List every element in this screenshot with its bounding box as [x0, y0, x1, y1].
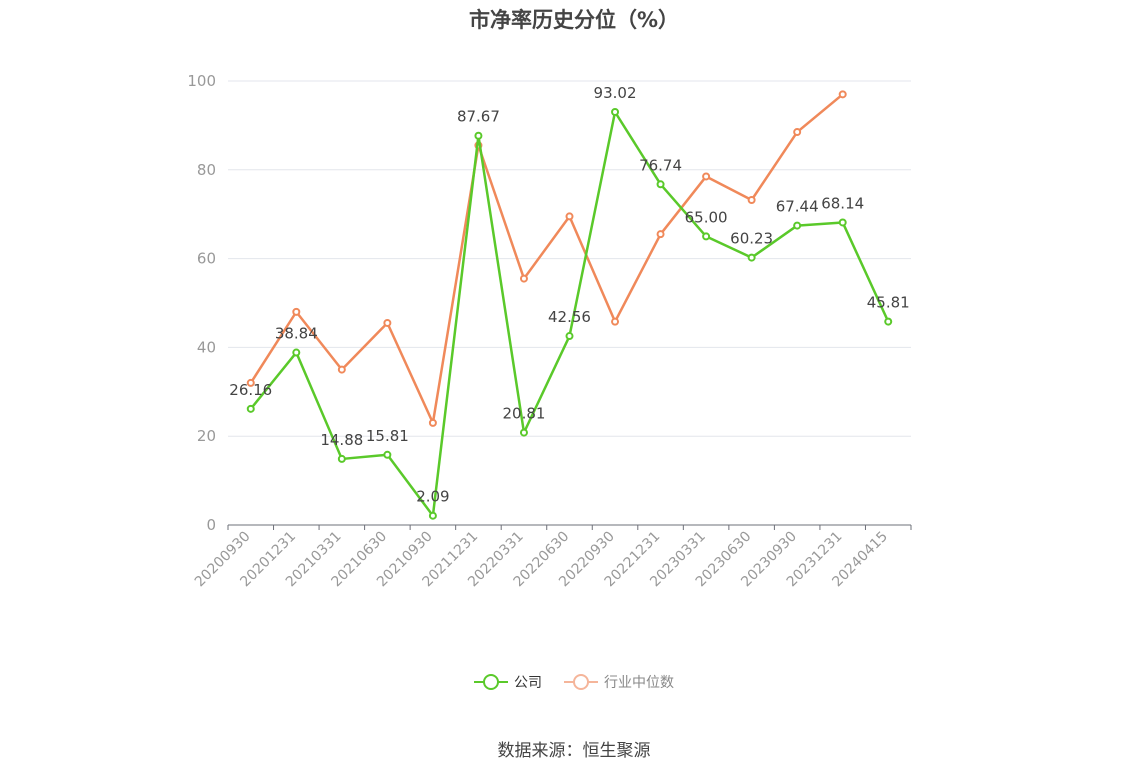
company-point — [656, 180, 665, 189]
y-tick-label: 80 — [197, 161, 216, 179]
industry-median-point — [292, 307, 301, 316]
industry-median-point — [611, 317, 620, 326]
company-data-label: 65.00 — [685, 208, 728, 226]
industry-median-point — [656, 230, 665, 239]
company-data-label: 67.44 — [776, 198, 819, 216]
industry-median-point — [428, 418, 437, 427]
legend: 公司 行业中位数 — [0, 672, 1148, 692]
company-point — [428, 511, 437, 520]
company-point — [246, 404, 255, 413]
industry-median-point — [337, 365, 346, 374]
company-point — [383, 450, 392, 459]
company-data-label: 93.02 — [594, 84, 637, 102]
y-tick-label: 0 — [206, 516, 216, 534]
company-data-label: 60.23 — [730, 230, 773, 248]
company-point — [474, 131, 483, 140]
industry-median-point — [519, 274, 528, 283]
industry-median-point — [565, 212, 574, 221]
company-point — [337, 454, 346, 463]
company-data-label: 38.84 — [275, 325, 318, 343]
company-point — [292, 348, 301, 357]
company-point — [702, 232, 711, 241]
grid-layer — [228, 80, 911, 437]
legend-industry-median-icon — [564, 674, 598, 690]
y-tick-label: 20 — [197, 427, 216, 445]
industry-median-point — [383, 318, 392, 327]
company-data-label: 42.56 — [548, 308, 591, 326]
company-point — [838, 218, 847, 227]
industry-median-point — [702, 172, 711, 181]
source-note: 数据来源：恒生聚源 — [497, 741, 651, 761]
industry-median-point — [793, 128, 802, 137]
company-data-label: 76.74 — [639, 156, 682, 174]
company-data-label: 68.14 — [821, 194, 864, 212]
company-point — [884, 317, 893, 326]
legend-company-icon — [474, 674, 508, 690]
company-data-label: 14.88 — [320, 431, 363, 449]
industry-median-point — [838, 90, 847, 99]
y-tick-label: 40 — [197, 338, 216, 356]
y-tick-label: 60 — [197, 250, 216, 268]
legend-company-label: 公司 — [514, 675, 542, 691]
company-data-label: 20.81 — [502, 405, 545, 423]
company-point — [565, 332, 574, 341]
company-data-label: 2.09 — [416, 488, 449, 506]
series-layer — [246, 90, 893, 520]
data-label-layer: 26.16 38.84 14.88 15.81 2.09 87.67 20.81 42.56 9… — [229, 84, 909, 506]
industry-median-point — [747, 195, 756, 204]
chart-title: 市净率历史分位（%） — [468, 8, 680, 32]
company-point — [611, 107, 620, 116]
legend-item-company[interactable]: 公司 — [474, 672, 542, 692]
company-data-label: 26.16 — [229, 381, 272, 399]
company-data-label: 15.81 — [366, 427, 409, 445]
legend-item-industry-median[interactable]: 行业中位数 — [564, 672, 674, 692]
company-data-label: 45.81 — [867, 294, 910, 312]
industry-median-series-line — [249, 93, 844, 425]
company-point — [793, 221, 802, 230]
company-data-label: 87.67 — [457, 108, 500, 126]
company-point — [747, 253, 756, 262]
company-point — [519, 428, 528, 437]
y-tick-label: 100 — [187, 72, 216, 90]
legend-industry-median-label: 行业中位数 — [604, 675, 674, 691]
industry-median-point — [246, 378, 255, 387]
